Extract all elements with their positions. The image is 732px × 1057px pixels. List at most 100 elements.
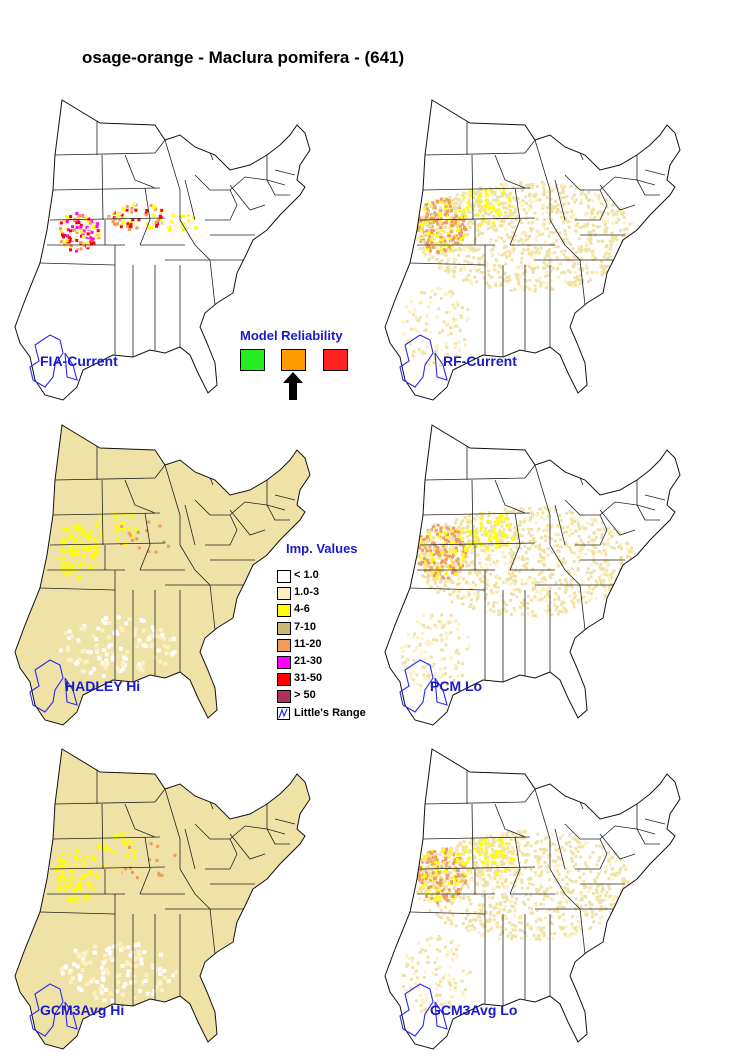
importance-cell <box>549 537 553 541</box>
importance-cell <box>501 194 505 198</box>
importance-cell <box>520 540 524 544</box>
importance-cell <box>465 526 469 530</box>
importance-cell <box>141 206 145 210</box>
importance-cell <box>79 881 83 885</box>
importance-cell <box>411 634 415 638</box>
importance-cell <box>606 265 610 269</box>
importance-cell <box>589 575 593 579</box>
importance-cell <box>539 560 543 564</box>
importance-cell <box>439 235 443 239</box>
importance-cell <box>441 575 445 579</box>
importance-cell <box>141 618 146 623</box>
importance-cell <box>497 907 501 911</box>
importance-cell <box>456 574 460 578</box>
importance-cell <box>422 854 426 858</box>
importance-cell <box>622 907 626 911</box>
importance-cell <box>78 525 82 529</box>
importance-cell <box>472 195 476 199</box>
importance-cell <box>423 219 427 223</box>
importance-cell <box>568 833 572 837</box>
importance-cell <box>574 855 578 859</box>
importance-cell <box>550 189 554 193</box>
importance-cell <box>466 209 470 213</box>
importance-cell <box>104 844 108 848</box>
importance-cell <box>591 217 595 221</box>
importance-cell <box>543 915 547 919</box>
importance-cell <box>455 193 459 197</box>
importance-cell <box>129 847 133 851</box>
importance-cell <box>86 548 90 552</box>
importance-cell <box>593 880 597 884</box>
importance-cell <box>537 581 541 585</box>
importance-cell <box>470 247 474 251</box>
importance-cell <box>475 599 479 603</box>
importance-cell <box>603 542 607 546</box>
importance-cell <box>148 644 153 649</box>
importance-cell <box>91 634 96 639</box>
importance-cell <box>62 865 66 869</box>
importance-cell <box>556 245 560 249</box>
importance-cell <box>514 901 518 905</box>
importance-cell <box>495 925 499 929</box>
importance-cell <box>540 180 544 184</box>
importance-cell <box>433 673 437 677</box>
importance-cell <box>466 273 470 277</box>
importance-cell <box>148 858 152 862</box>
importance-cell <box>417 216 421 220</box>
importance-cell <box>173 541 177 545</box>
importance-cell <box>515 897 519 901</box>
importance-cell <box>553 251 557 255</box>
importance-cell <box>493 520 497 524</box>
importance-cell <box>514 208 518 212</box>
importance-cell <box>119 626 124 631</box>
importance-cell <box>601 886 605 890</box>
importance-cell <box>527 530 531 534</box>
importance-cell <box>475 597 479 601</box>
importance-cell <box>531 614 535 618</box>
importance-cell <box>426 538 430 542</box>
importance-cell <box>452 678 456 682</box>
importance-cell <box>494 546 498 550</box>
importance-cell <box>541 588 545 592</box>
importance-cell <box>553 932 557 936</box>
importance-cell <box>539 284 543 288</box>
importance-cell <box>497 910 501 914</box>
importance-cell <box>450 220 454 224</box>
importance-cell <box>555 210 559 214</box>
importance-cell <box>437 251 441 255</box>
importance-cell <box>140 534 144 538</box>
importance-cell <box>123 656 128 661</box>
importance-cell <box>612 903 616 907</box>
importance-cell <box>80 532 84 536</box>
importance-cell <box>437 232 441 236</box>
importance-cell <box>532 577 536 581</box>
importance-cell <box>464 926 468 930</box>
importance-cell <box>121 207 125 211</box>
importance-cell <box>557 595 561 599</box>
state-boundary <box>266 179 290 196</box>
importance-cell <box>578 841 582 845</box>
importance-cell <box>94 643 99 648</box>
importance-cell <box>509 562 513 566</box>
importance-cell <box>544 286 548 290</box>
importance-cell <box>587 190 591 194</box>
importance-cell <box>573 573 577 577</box>
state-boundary <box>274 818 296 825</box>
importance-cell <box>125 205 129 209</box>
state-boundary <box>524 464 536 479</box>
importance-cell <box>548 221 552 225</box>
importance-cell <box>629 884 633 888</box>
importance-cell <box>78 562 82 566</box>
importance-cell <box>541 511 545 515</box>
importance-cell <box>582 526 586 530</box>
importance-cell <box>450 289 454 293</box>
importance-cell <box>145 222 149 226</box>
importance-cell <box>432 361 436 365</box>
importance-cell <box>484 563 488 567</box>
importance-cell <box>60 871 64 875</box>
importance-cell <box>521 266 525 270</box>
importance-cell <box>475 269 479 273</box>
importance-cell <box>532 253 536 257</box>
importance-cell <box>561 864 565 868</box>
importance-cell <box>70 888 74 892</box>
